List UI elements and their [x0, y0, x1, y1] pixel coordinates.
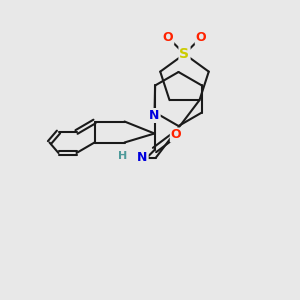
Text: N: N [149, 109, 160, 122]
Text: O: O [171, 128, 182, 142]
Text: H: H [118, 151, 127, 161]
Text: N: N [137, 151, 148, 164]
Text: S: S [179, 47, 190, 61]
Text: O: O [163, 31, 173, 44]
Text: O: O [196, 31, 206, 44]
